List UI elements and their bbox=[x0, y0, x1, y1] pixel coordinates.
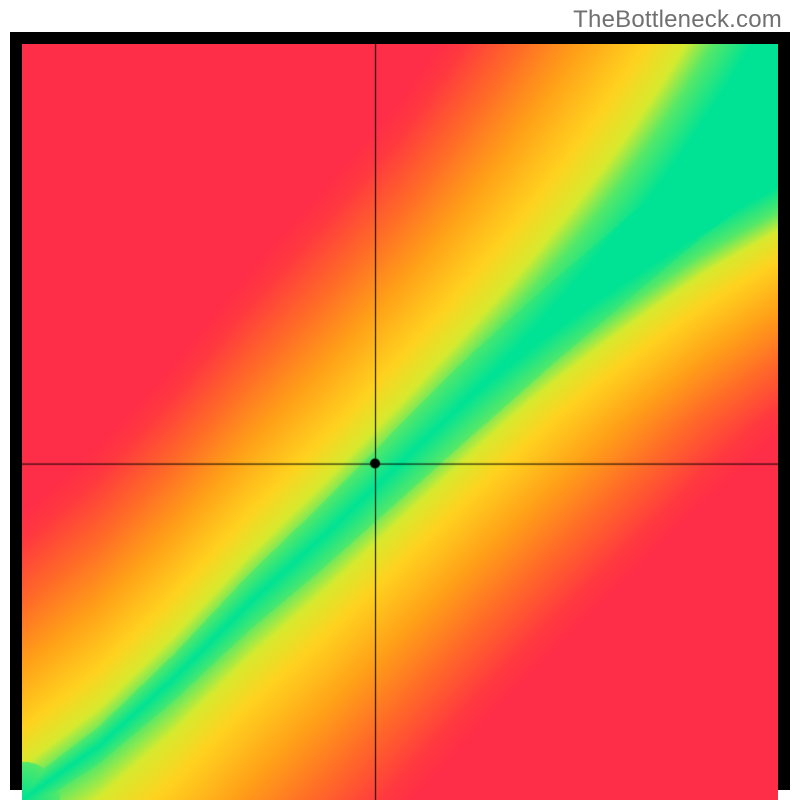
watermark-text: TheBottleneck.com bbox=[573, 6, 782, 34]
heatmap-canvas bbox=[22, 44, 778, 800]
chart-container: TheBottleneck.com bbox=[0, 0, 800, 800]
chart-frame bbox=[10, 32, 790, 790]
